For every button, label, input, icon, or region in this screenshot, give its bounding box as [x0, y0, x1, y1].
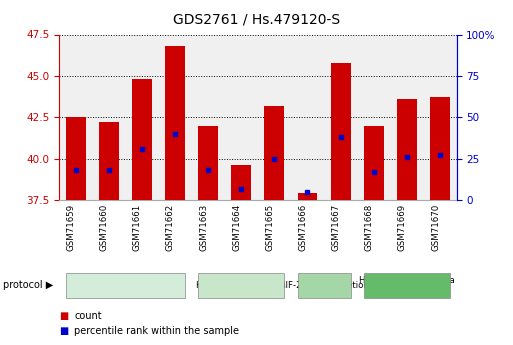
Text: GSM71669: GSM71669: [398, 204, 407, 251]
Text: ■: ■: [59, 311, 68, 321]
Bar: [364, 126, 384, 200]
Text: GSM71670: GSM71670: [431, 204, 440, 251]
Bar: [264, 106, 284, 200]
Text: HIF-1alpha HIF-2alpha
depletion: HIF-1alpha HIF-2alpha depletion: [359, 276, 455, 295]
Text: protocol ▶: protocol ▶: [3, 280, 53, 290]
Text: GSM71662: GSM71662: [166, 204, 175, 251]
Text: HIF-2alpha depletion: HIF-2alpha depletion: [279, 281, 369, 290]
Text: GSM71666: GSM71666: [299, 204, 307, 251]
Bar: [331, 63, 350, 200]
Bar: [298, 194, 318, 200]
Text: GSM71668: GSM71668: [365, 204, 374, 251]
Text: GSM71667: GSM71667: [331, 204, 341, 251]
Text: GSM71660: GSM71660: [100, 204, 109, 251]
Text: GSM71665: GSM71665: [265, 204, 274, 251]
Text: control: control: [110, 281, 140, 290]
Text: ■: ■: [59, 326, 68, 336]
Bar: [198, 126, 218, 200]
Text: GSM71663: GSM71663: [199, 204, 208, 251]
Bar: [231, 165, 251, 200]
Bar: [132, 79, 152, 200]
Text: GSM71664: GSM71664: [232, 204, 241, 251]
Text: count: count: [74, 311, 102, 321]
Text: HIF-1alpha depletion: HIF-1alpha depletion: [196, 281, 286, 290]
Bar: [165, 46, 185, 200]
Bar: [430, 97, 450, 200]
Text: GSM71659: GSM71659: [67, 204, 75, 251]
Text: percentile rank within the sample: percentile rank within the sample: [74, 326, 240, 336]
Bar: [397, 99, 417, 200]
Text: GSM71661: GSM71661: [133, 204, 142, 251]
Bar: [98, 122, 119, 200]
Text: GDS2761 / Hs.479120-S: GDS2761 / Hs.479120-S: [173, 12, 340, 26]
Bar: [66, 117, 86, 200]
